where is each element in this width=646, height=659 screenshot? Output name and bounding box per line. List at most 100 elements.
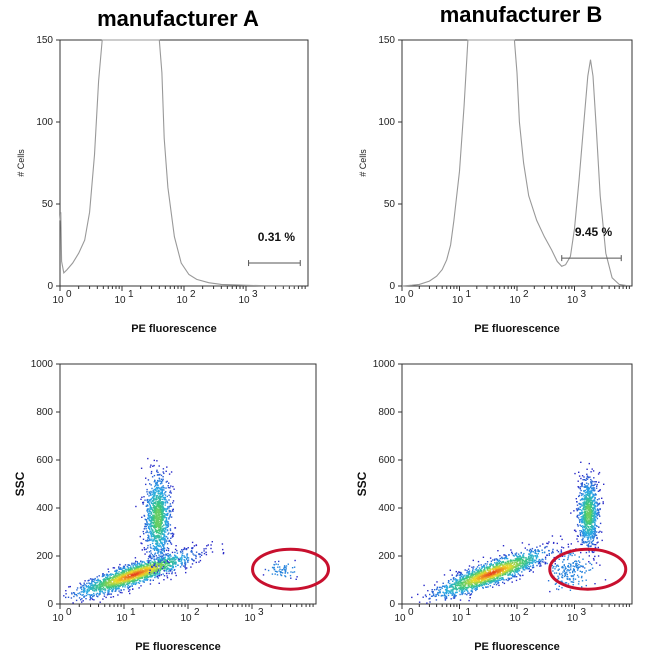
event-point xyxy=(469,581,471,583)
event-point xyxy=(104,587,106,590)
event-point xyxy=(164,491,166,494)
event-point xyxy=(166,514,168,516)
event-point xyxy=(486,578,488,581)
event-point xyxy=(592,539,594,542)
event-point xyxy=(89,594,91,596)
event-point xyxy=(531,561,534,563)
y-tick-label: 150 xyxy=(36,35,53,46)
event-point xyxy=(277,566,279,568)
event-point xyxy=(528,556,530,558)
event-point xyxy=(153,464,155,467)
event-point xyxy=(481,572,483,574)
event-point xyxy=(169,503,172,505)
event-point xyxy=(136,567,139,569)
event-point xyxy=(134,557,137,559)
y-tick-label: 0 xyxy=(389,599,395,610)
event-point xyxy=(184,563,187,566)
event-point xyxy=(486,573,488,575)
event-point xyxy=(165,487,167,489)
event-point xyxy=(541,561,543,563)
event-point xyxy=(152,533,154,535)
event-point xyxy=(162,528,164,530)
event-point xyxy=(185,571,187,574)
event-point xyxy=(496,558,498,561)
event-point xyxy=(128,590,130,592)
event-point xyxy=(105,578,107,580)
event-point xyxy=(93,585,96,587)
event-point xyxy=(524,547,526,549)
event-point xyxy=(115,571,118,573)
event-point xyxy=(145,483,147,486)
event-point xyxy=(115,580,117,583)
event-point xyxy=(151,508,154,511)
event-point xyxy=(445,592,448,595)
event-point xyxy=(150,464,152,466)
event-point xyxy=(98,584,101,586)
event-point xyxy=(162,560,165,563)
event-point xyxy=(472,559,474,562)
event-point xyxy=(163,535,166,538)
event-point xyxy=(460,590,463,592)
event-point xyxy=(175,545,177,547)
event-point xyxy=(161,489,164,491)
event-point xyxy=(528,559,530,562)
event-point xyxy=(497,578,499,580)
event-point xyxy=(159,483,162,485)
event-point xyxy=(471,585,473,588)
event-point xyxy=(166,554,169,557)
event-point xyxy=(158,486,160,489)
event-point xyxy=(504,565,506,568)
event-point xyxy=(158,508,160,511)
event-point xyxy=(145,528,147,530)
event-point xyxy=(531,554,533,557)
event-point xyxy=(147,561,149,564)
event-point xyxy=(157,479,159,482)
event-point xyxy=(146,551,148,553)
event-point xyxy=(100,586,102,589)
event-point xyxy=(104,591,106,593)
event-point xyxy=(480,568,483,570)
event-point xyxy=(144,572,146,574)
event-point xyxy=(515,564,517,566)
event-point xyxy=(143,579,145,581)
event-point xyxy=(130,577,133,579)
event-point xyxy=(442,594,444,597)
event-point xyxy=(496,576,498,578)
event-point xyxy=(450,592,452,594)
event-point xyxy=(130,580,132,582)
event-point xyxy=(170,558,172,560)
event-point xyxy=(124,576,126,578)
event-point xyxy=(195,557,197,560)
x-tick-exponent: 1 xyxy=(130,607,136,618)
event-point xyxy=(159,487,161,490)
event-point xyxy=(163,565,165,567)
event-point xyxy=(540,565,542,567)
event-point xyxy=(121,574,123,576)
event-point xyxy=(491,576,493,578)
event-point xyxy=(431,590,433,593)
event-point xyxy=(163,530,166,532)
event-point xyxy=(147,523,150,525)
event-point xyxy=(147,479,150,481)
event-point xyxy=(502,576,504,579)
event-point xyxy=(134,570,136,572)
event-point xyxy=(145,523,147,525)
event-point xyxy=(128,571,131,573)
event-point xyxy=(447,580,450,582)
event-point xyxy=(462,575,464,578)
event-point xyxy=(111,577,113,579)
event-point xyxy=(183,555,185,557)
event-point xyxy=(490,579,492,582)
event-point xyxy=(117,587,119,590)
event-point xyxy=(432,593,435,595)
event-point xyxy=(529,548,531,551)
event-point xyxy=(175,555,177,557)
event-point xyxy=(148,567,150,569)
event-point xyxy=(463,587,465,590)
event-point xyxy=(466,587,468,590)
event-point xyxy=(96,582,98,584)
event-point xyxy=(143,570,145,572)
event-point xyxy=(138,575,141,578)
event-point xyxy=(280,570,282,573)
event-point xyxy=(140,571,142,573)
